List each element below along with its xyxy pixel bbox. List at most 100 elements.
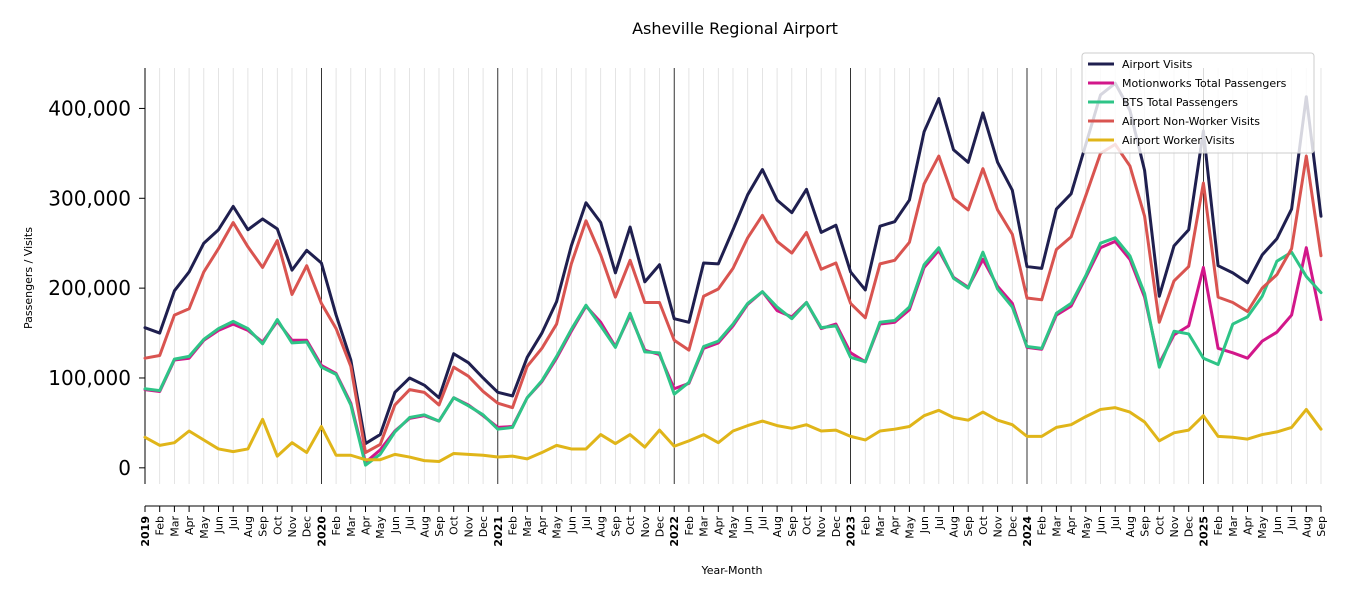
x-tick-label: 2022	[668, 516, 681, 547]
y-tick-label: 300,000	[48, 186, 131, 210]
x-tick-label: Sep	[257, 516, 270, 537]
x-tick-label: Aug	[948, 516, 961, 537]
x-tick-label: Aug	[771, 516, 784, 537]
x-tick-label: May	[1256, 516, 1269, 539]
x-tick-label: Jun	[1095, 516, 1108, 534]
legend-box	[1081, 52, 1315, 154]
x-tick-label: May	[1080, 516, 1093, 539]
x-tick-label: Feb	[1212, 516, 1225, 535]
legend-label: Motionworks Total Passengers	[1122, 77, 1287, 90]
legend-label: BTS Total Passengers	[1122, 96, 1238, 109]
legend: Airport Visits Motionworks Total Passenge…	[1081, 52, 1315, 154]
x-tick-label: Apr	[183, 516, 196, 536]
x-tick-label: 2021	[492, 516, 505, 547]
x-tick-label: Dec	[477, 516, 490, 537]
x-tick-label: Sep	[1315, 516, 1328, 537]
x-tick-label: Jun	[565, 516, 578, 534]
x-tick-label: Jul	[404, 516, 417, 530]
x-tick-label: Nov	[815, 516, 828, 538]
x-tick-label: Apr	[889, 516, 902, 536]
x-tick-label: Jun	[1271, 516, 1284, 534]
x-tick-label: Jun	[742, 516, 755, 534]
x-tick-label: Apr	[712, 516, 725, 536]
x-tick-label: Apr	[536, 516, 549, 536]
x-tick-label: May	[551, 516, 564, 539]
x-tick-label: Sep	[609, 516, 622, 537]
x-tick-label: May	[727, 516, 740, 539]
y-tick-label: 100,000	[48, 366, 131, 390]
x-tick-label: Oct	[624, 515, 637, 535]
x-tick-label: May	[374, 516, 387, 539]
x-tick-label: Aug	[418, 516, 431, 537]
x-tick-label: Dec	[654, 516, 667, 537]
x-tick-label: Feb	[683, 516, 696, 535]
x-tick-label: Dec	[830, 516, 843, 537]
x-tick-label: 2020	[315, 516, 328, 547]
chart-title: Asheville Regional Airport	[632, 19, 838, 38]
x-tick-label: Aug	[595, 516, 608, 537]
x-tick-label: Jul	[756, 516, 769, 530]
x-tick-label: Jul	[933, 516, 946, 530]
x-tick-label: Aug	[242, 516, 255, 537]
x-tick-label: Oct	[801, 515, 814, 535]
x-tick-label: 2024	[1021, 516, 1034, 547]
x-tick-label: Oct	[977, 515, 990, 535]
x-tick-label: Feb	[507, 516, 520, 535]
series-line-bts-total-passengers	[143, 236, 1323, 467]
x-tick-label: Nov	[286, 516, 299, 538]
x-tick-label: Mar	[874, 516, 887, 537]
x-tick-label: Sep	[786, 516, 799, 537]
x-tick-label: Oct	[1153, 515, 1166, 535]
x-tick-label: Feb	[330, 516, 343, 535]
x-tick-label: Nov	[1168, 516, 1181, 538]
x-tick-label: Jun	[389, 516, 402, 534]
x-axis-ticks: 2019 Feb Mar Apr May Jun Jul Aug Sep Oct Nov Dec 202…	[139, 506, 1328, 547]
legend-label: Airport Visits	[1122, 58, 1193, 71]
x-tick-label: Sep	[962, 516, 975, 537]
x-tick-label: Apr	[360, 516, 373, 536]
x-tick-label: Jul	[1286, 516, 1299, 530]
x-tick-label: Dec	[1006, 516, 1019, 537]
legend-label: Airport Worker Visits	[1122, 134, 1235, 147]
x-tick-label: Feb	[154, 516, 167, 535]
x-tick-label: Aug	[1300, 516, 1313, 537]
x-tick-label: Feb	[859, 516, 872, 535]
x-tick-label: 2019	[139, 516, 152, 547]
y-axis-label: Passengers / Visits	[22, 227, 35, 329]
x-tick-label: May	[198, 516, 211, 539]
x-tick-label: Nov	[992, 516, 1005, 538]
x-tick-label: Jul	[1109, 516, 1122, 530]
x-tick-label: Jun	[918, 516, 931, 534]
x-tick-label: Jul	[580, 516, 593, 530]
series-line-airport-non-worker-visits	[143, 142, 1323, 455]
x-tick-label: Aug	[1124, 516, 1137, 537]
x-tick-label: Sep	[433, 516, 446, 537]
y-axis-ticks: 0 100,000 200,000 300,000 400,000	[48, 96, 145, 480]
x-tick-label: Mar	[1227, 516, 1240, 537]
x-tick-label: Mar	[168, 516, 181, 537]
x-tick-label: 2023	[845, 516, 858, 547]
x-tick-label: Mar	[698, 516, 711, 537]
x-tick-label: Feb	[1036, 516, 1049, 535]
x-tick-label: Oct	[271, 515, 284, 535]
grid	[144, 68, 1322, 484]
x-tick-label: Jun	[213, 516, 226, 534]
x-tick-label: Jul	[227, 516, 240, 530]
x-tick-label: Oct	[448, 515, 461, 535]
x-tick-label: Mar	[521, 516, 534, 537]
x-tick-label: Nov	[639, 516, 652, 538]
x-tick-label: Dec	[1183, 516, 1196, 537]
x-tick-label: Sep	[1139, 516, 1152, 537]
x-tick-label: Apr	[1065, 516, 1078, 536]
y-tick-label: 200,000	[48, 276, 131, 300]
x-tick-label: Mar	[345, 516, 358, 537]
y-tick-label: 0	[118, 456, 131, 480]
x-tick-label: 2025	[1197, 516, 1210, 547]
series-line-airport-worker-visits	[143, 406, 1323, 464]
x-tick-label: Mar	[1050, 516, 1063, 537]
x-tick-label: Apr	[1242, 516, 1255, 536]
x-tick-label: May	[903, 516, 916, 539]
legend-label: Airport Non-Worker Visits	[1122, 115, 1260, 128]
